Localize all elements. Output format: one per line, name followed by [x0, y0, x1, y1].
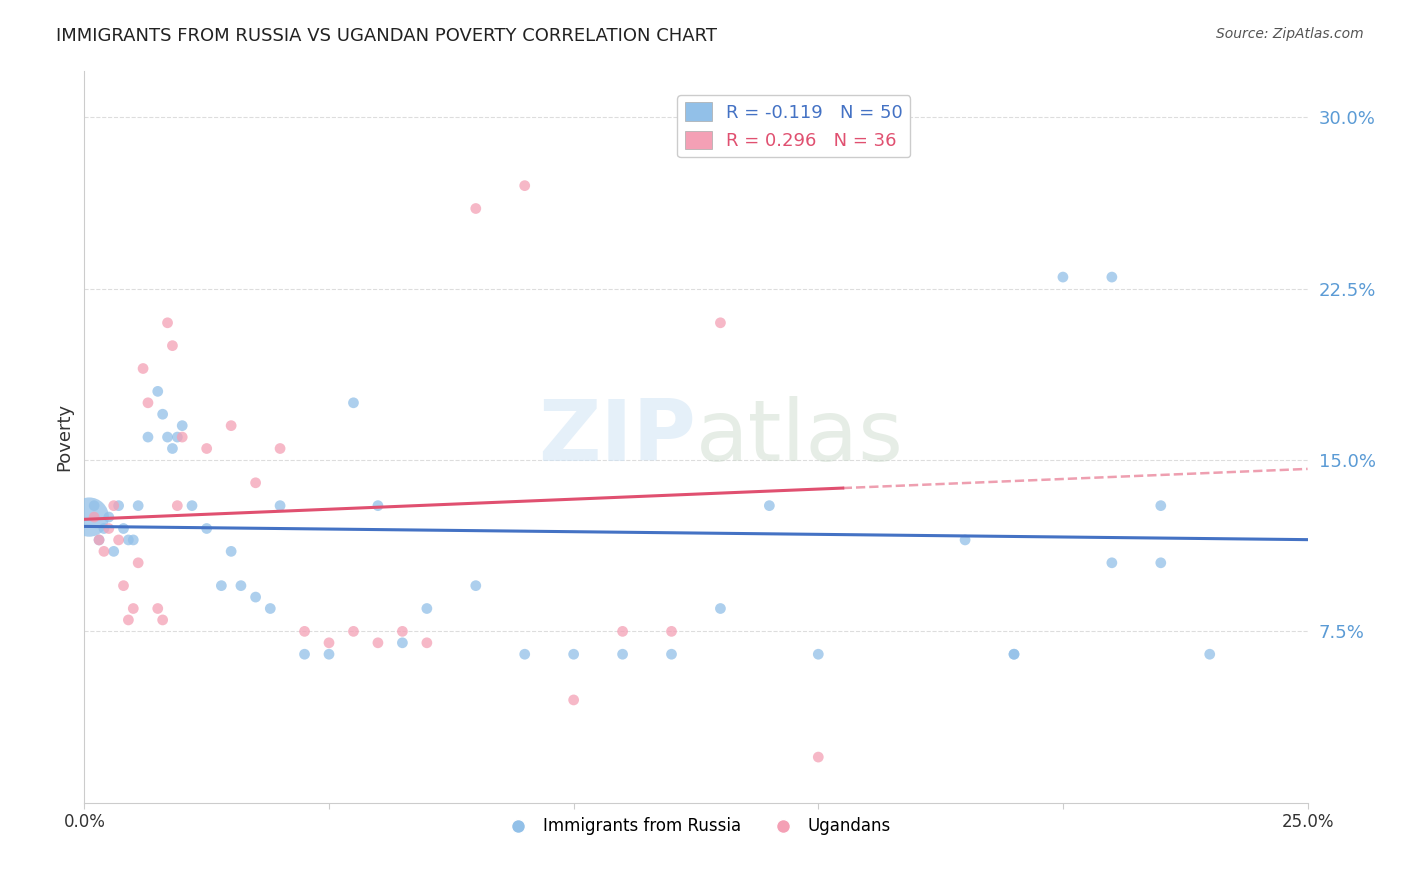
Point	[112, 521, 135, 535]
Point	[259, 601, 281, 615]
Point	[162, 442, 184, 456]
Point	[146, 384, 169, 399]
Point	[1150, 499, 1173, 513]
Point	[127, 499, 149, 513]
Point	[107, 533, 129, 547]
Point	[172, 418, 194, 433]
Point	[758, 133, 780, 147]
Point	[181, 499, 204, 513]
Point	[709, 601, 731, 615]
Point	[97, 521, 120, 535]
Point	[103, 499, 125, 513]
Point	[103, 544, 125, 558]
Point	[391, 624, 413, 639]
Point	[1002, 647, 1025, 661]
Point	[1101, 556, 1123, 570]
Point	[219, 544, 242, 558]
Text: atlas: atlas	[696, 395, 904, 479]
Point	[122, 533, 145, 547]
Point	[195, 521, 218, 535]
Point	[93, 521, 115, 535]
Point	[612, 647, 634, 661]
Point	[367, 499, 389, 513]
Point	[1198, 647, 1220, 661]
Point	[807, 647, 830, 661]
Point	[807, 750, 830, 764]
Point	[856, 145, 879, 159]
Y-axis label: Poverty: Poverty	[55, 403, 73, 471]
Point	[318, 636, 340, 650]
Point	[122, 601, 145, 615]
Point	[166, 499, 188, 513]
Point	[464, 202, 486, 216]
Point	[269, 499, 291, 513]
Point	[136, 430, 159, 444]
Text: Source: ZipAtlas.com: Source: ZipAtlas.com	[1216, 27, 1364, 41]
Point	[107, 499, 129, 513]
Point	[146, 601, 169, 615]
Point	[318, 647, 340, 661]
Point	[1052, 270, 1074, 285]
Point	[294, 647, 316, 661]
Point	[416, 636, 439, 650]
Point	[709, 316, 731, 330]
Point	[162, 338, 184, 352]
Point	[758, 499, 780, 513]
Point	[83, 499, 105, 513]
Point	[219, 418, 242, 433]
Point	[1150, 556, 1173, 570]
Point	[294, 624, 316, 639]
Point	[117, 613, 139, 627]
Point	[152, 407, 174, 421]
Point	[83, 510, 105, 524]
Point	[136, 396, 159, 410]
Point	[367, 636, 389, 650]
Point	[1101, 270, 1123, 285]
Point	[464, 579, 486, 593]
Point	[112, 579, 135, 593]
Point	[166, 430, 188, 444]
Point	[342, 396, 364, 410]
Point	[172, 430, 194, 444]
Point	[269, 442, 291, 456]
Point	[416, 601, 439, 615]
Point	[152, 613, 174, 627]
Point	[661, 647, 683, 661]
Point	[156, 316, 179, 330]
Point	[156, 430, 179, 444]
Point	[93, 544, 115, 558]
Point	[513, 647, 536, 661]
Point	[612, 624, 634, 639]
Point	[661, 624, 683, 639]
Point	[127, 556, 149, 570]
Point	[1002, 647, 1025, 661]
Point	[953, 533, 976, 547]
Point	[245, 475, 267, 490]
Point	[229, 579, 252, 593]
Point	[97, 510, 120, 524]
Legend: Immigrants from Russia, Ugandans: Immigrants from Russia, Ugandans	[495, 811, 897, 842]
Point	[132, 361, 155, 376]
Point	[562, 693, 585, 707]
Point	[245, 590, 267, 604]
Point	[77, 510, 100, 524]
Point	[513, 178, 536, 193]
Point	[562, 647, 585, 661]
Text: IMMIGRANTS FROM RUSSIA VS UGANDAN POVERTY CORRELATION CHART: IMMIGRANTS FROM RUSSIA VS UGANDAN POVERT…	[56, 27, 717, 45]
Point	[117, 533, 139, 547]
Text: ZIP: ZIP	[538, 395, 696, 479]
Point	[87, 533, 110, 547]
Point	[195, 442, 218, 456]
Point	[391, 636, 413, 650]
Point	[209, 579, 232, 593]
Point	[342, 624, 364, 639]
Point	[87, 533, 110, 547]
